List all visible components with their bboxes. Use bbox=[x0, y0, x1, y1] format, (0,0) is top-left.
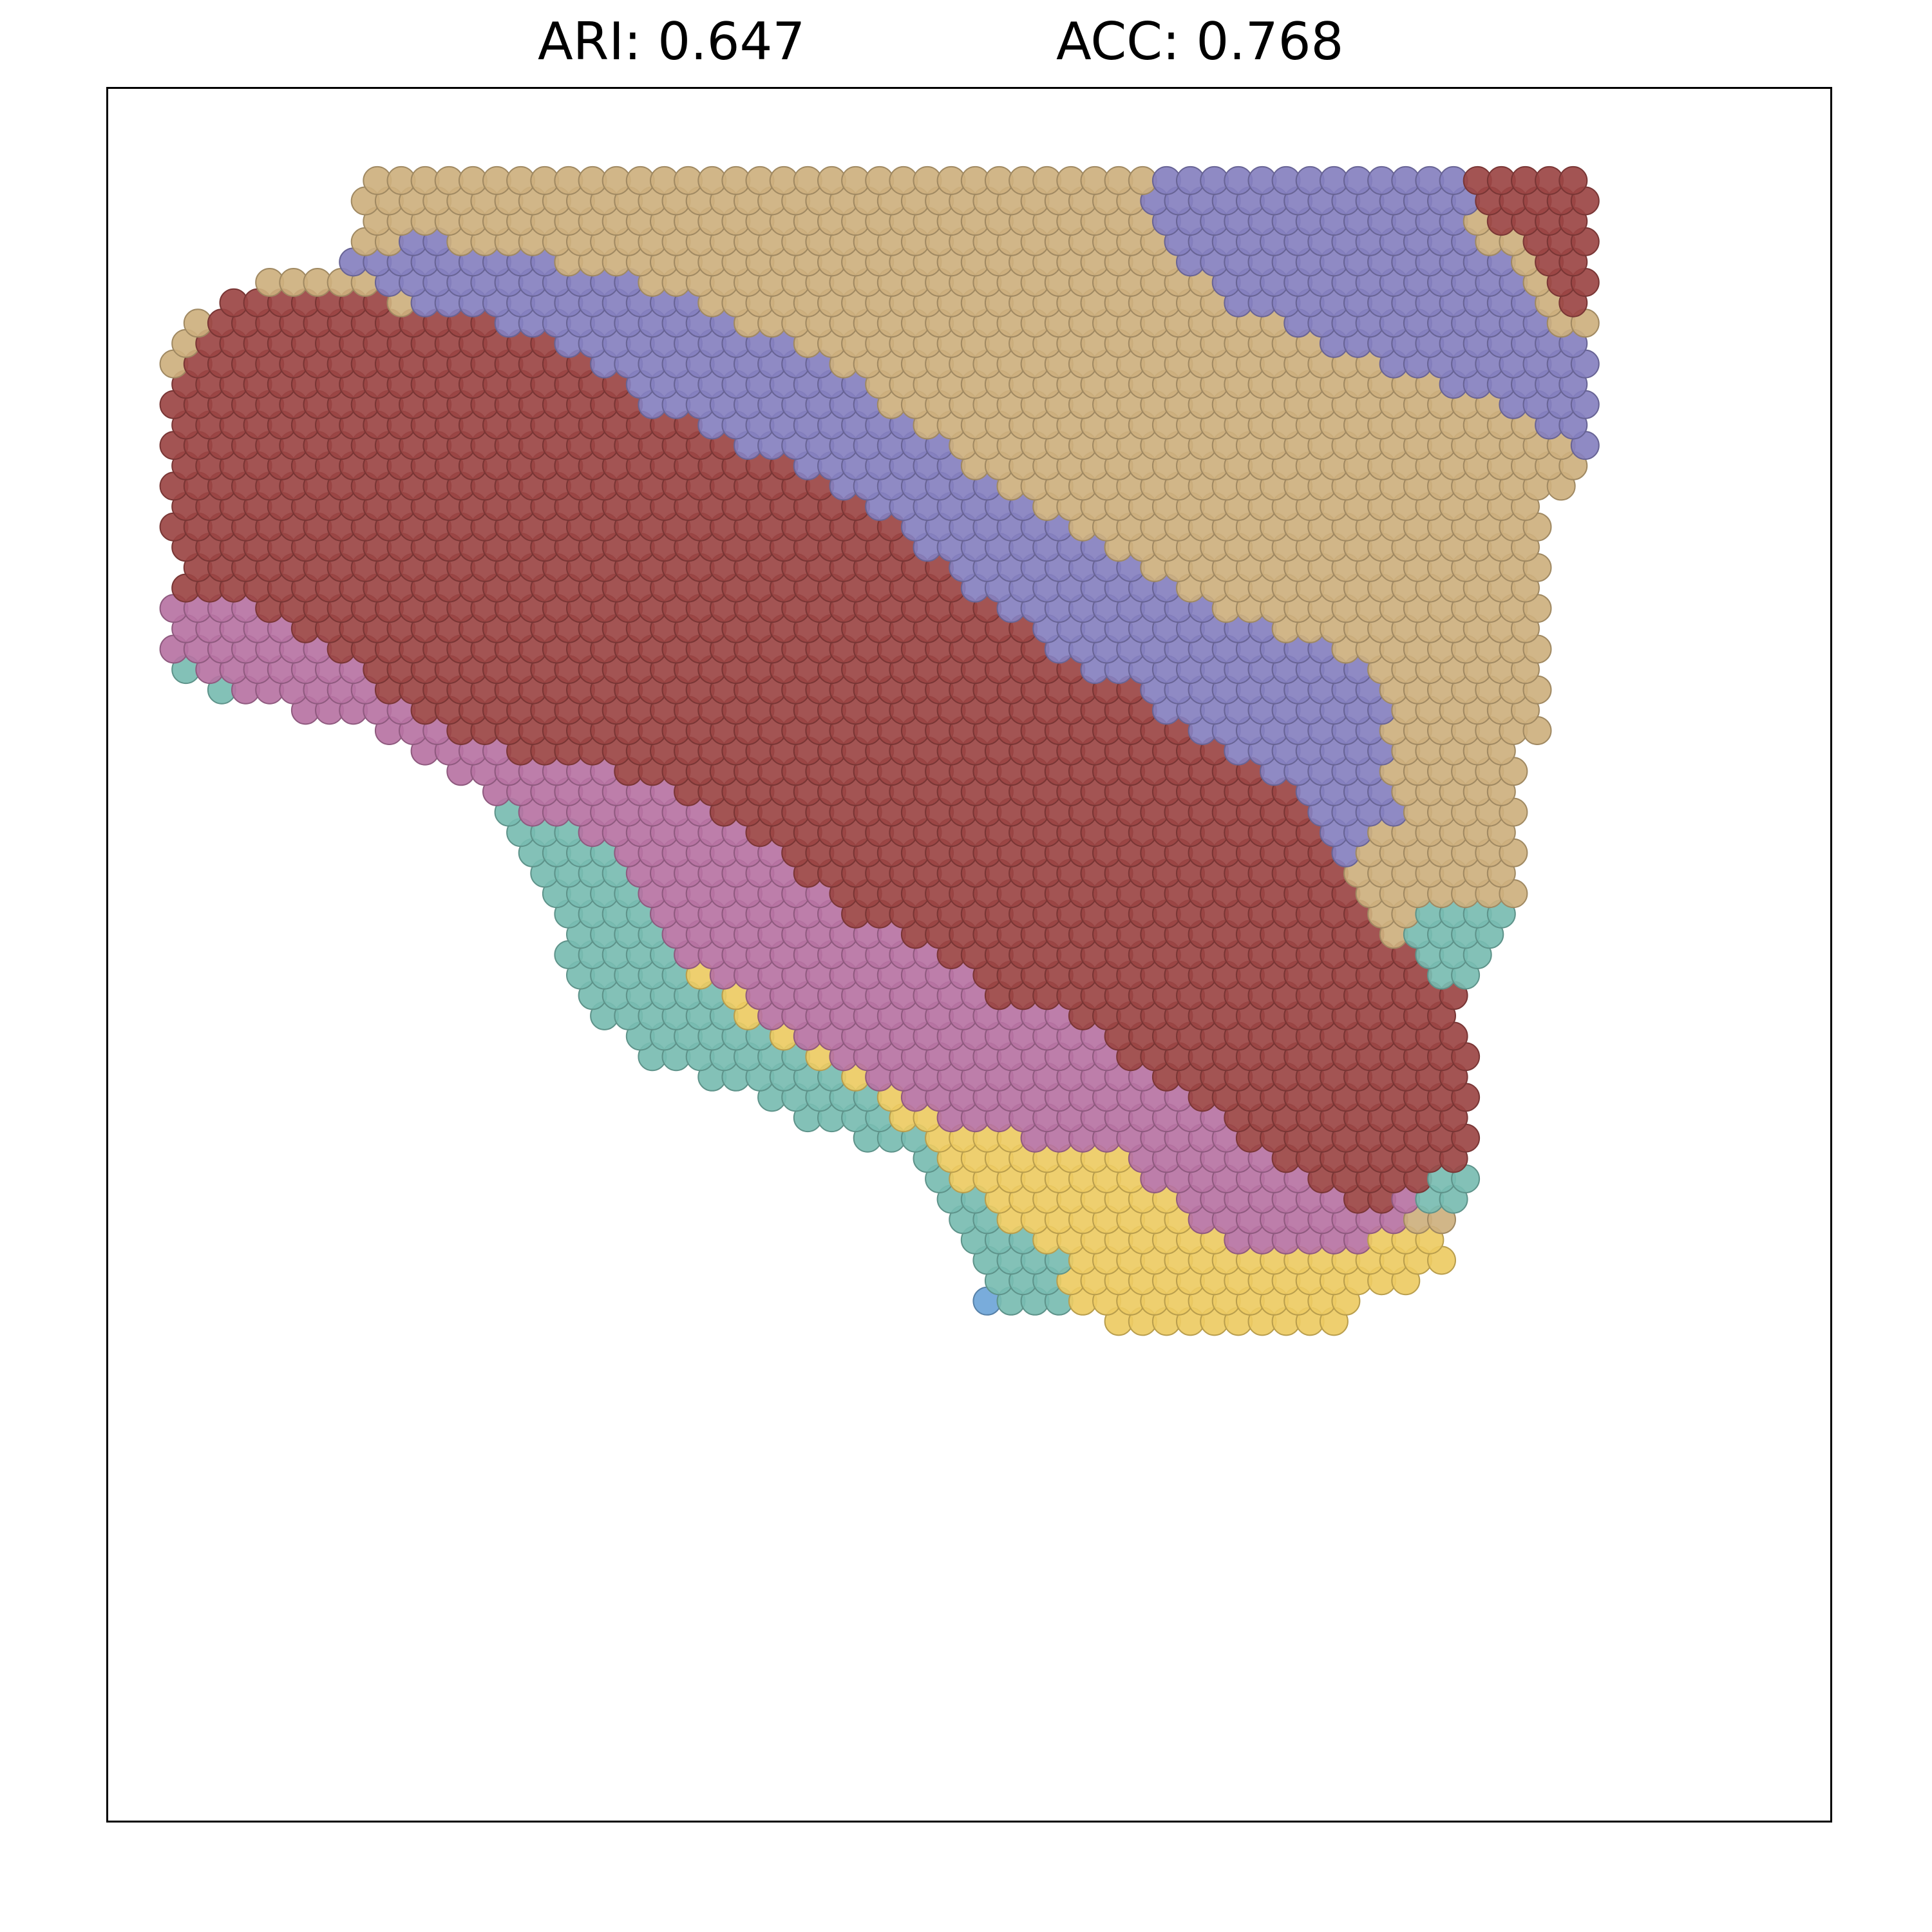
plot-area bbox=[106, 87, 1832, 1823]
ari-score-label: ARI: 0.647 bbox=[538, 12, 806, 71]
spatial-cluster-scatter bbox=[159, 166, 1600, 1336]
metrics-title-row: ARI: 0.647 ACC: 0.768 bbox=[0, 12, 1932, 71]
spot-layer bbox=[159, 166, 1600, 1336]
acc-score-label: ACC: 0.768 bbox=[1056, 12, 1344, 71]
spot-darkred bbox=[1558, 166, 1588, 195]
